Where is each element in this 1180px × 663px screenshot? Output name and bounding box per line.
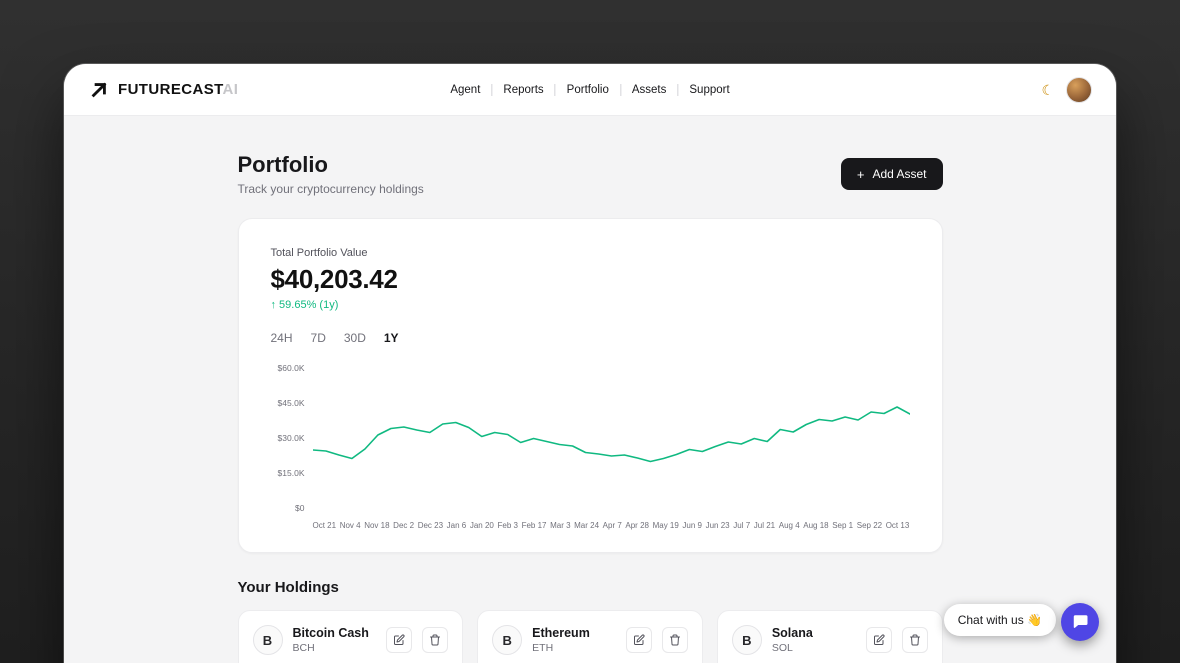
nav-divider <box>554 83 556 96</box>
x-tick-label: Feb 17 <box>521 521 547 530</box>
x-tick-label: Aug 4 <box>778 521 800 530</box>
page-title: Portfolio <box>237 152 328 177</box>
x-tick-label: Dec 23 <box>417 521 444 530</box>
y-tick-label: $30.0K <box>277 433 305 443</box>
edit-holding-button[interactable] <box>386 627 413 653</box>
x-tick-label: May 19 <box>652 521 679 530</box>
coin-icon: B <box>731 625 762 655</box>
x-tick-label: Aug 18 <box>803 521 829 530</box>
x-tick-label: Feb 3 <box>497 521 518 530</box>
portfolio-chart: $60.0K $45.0K $30.0K $15.0K $0 Oct 21 Nov 4 No… <box>271 363 910 530</box>
coin-name: Bitcoin Cash <box>292 626 369 640</box>
range-tab-24h[interactable]: 24H <box>270 331 293 345</box>
add-asset-button[interactable]: + Add Asset <box>840 158 943 190</box>
y-tick-label: $0 <box>295 503 305 513</box>
nav-item-support[interactable]: Support <box>689 83 730 96</box>
x-tick-label: Jan 20 <box>469 521 494 530</box>
x-tick-label: Jul 7 <box>733 521 751 530</box>
coin-icon: B <box>492 625 523 655</box>
x-tick-label: Apr 28 <box>625 521 649 530</box>
coin-symbol: BCH <box>292 642 315 654</box>
chat-with-us-pill[interactable]: Chat with us 👋 <box>943 604 1056 636</box>
chart-x-axis: Oct 21 Nov 4 Nov 18 Dec 2 Dec 23 Jan 6 Jan 20 F… <box>313 521 910 530</box>
range-tab-1y[interactable]: 1Y <box>383 331 399 345</box>
chart-y-axis: $60.0K $45.0K $30.0K $15.0K $0 <box>271 363 313 513</box>
total-portfolio-value: $40,203.42 <box>270 264 398 294</box>
holdings-list: B Bitcoin Cash BCH AI Score: <box>237 610 943 663</box>
holding-card-eth[interactable]: B Ethereum ETH AI Score: <box>477 610 703 663</box>
nav-divider <box>677 83 679 96</box>
coin-symbol: ETH <box>532 642 554 654</box>
chat-bubble-icon <box>1073 615 1088 628</box>
portfolio-value-card: Total Portfolio Value $40,203.42 ↑ 59.65… <box>237 218 943 553</box>
x-tick-label: Nov 4 <box>339 521 361 530</box>
y-tick-label: $60.0K <box>277 363 305 373</box>
edit-holding-button[interactable] <box>625 627 652 653</box>
page-subtitle: Track your cryptocurrency holdings <box>237 182 424 196</box>
nav-divider <box>491 83 493 96</box>
nav-item-agent[interactable]: Agent <box>450 83 481 96</box>
plus-icon: + <box>856 166 865 182</box>
total-portfolio-label: Total Portfolio Value <box>270 247 368 259</box>
x-tick-label: Nov 18 <box>364 521 390 530</box>
y-tick-label: $15.0K <box>277 468 305 478</box>
x-tick-label: Dec 2 <box>393 521 415 530</box>
x-tick-label: Mar 3 <box>550 521 571 530</box>
x-tick-label: Jun 9 <box>682 521 702 530</box>
edit-holding-button[interactable] <box>865 627 892 653</box>
x-tick-label: Oct 13 <box>885 521 910 530</box>
delete-holding-button[interactable] <box>661 627 688 653</box>
header-actions: ☾ <box>1041 76 1092 103</box>
nav-item-reports[interactable]: Reports <box>503 83 544 96</box>
app-header: FUTURECASTAI Agent Reports Portfolio Ass… <box>64 64 1116 116</box>
brand-logo-icon <box>88 79 110 101</box>
app-window: FUTURECASTAI Agent Reports Portfolio Ass… <box>64 64 1116 663</box>
delete-holding-button[interactable] <box>901 627 928 653</box>
brand[interactable]: FUTURECASTAI <box>88 79 238 101</box>
pencil-icon <box>873 634 885 645</box>
holdings-section-title: Your Holdings <box>237 579 339 596</box>
nav-item-assets[interactable]: Assets <box>631 83 667 96</box>
pencil-icon <box>633 634 645 645</box>
x-tick-label: Jan 6 <box>446 521 467 530</box>
chat-fab-button[interactable] <box>1061 603 1099 641</box>
time-range-tabs: 24H 7D 30D 1Y <box>271 331 910 345</box>
x-tick-label: Jul 21 <box>753 521 776 530</box>
x-tick-label: Oct 21 <box>312 521 337 530</box>
trash-icon <box>430 634 441 646</box>
chart-plot-area[interactable] <box>313 363 910 513</box>
coin-name: Solana <box>771 626 813 640</box>
holding-card-bch[interactable]: B Bitcoin Cash BCH AI Score: <box>237 610 464 663</box>
y-tick-label: $45.0K <box>277 398 305 408</box>
main-nav: Agent Reports Portfolio Assets Support <box>439 83 740 96</box>
holding-card-sol[interactable]: B Solana SOL AI Score: <box>716 610 943 663</box>
coin-symbol: SOL <box>771 642 793 654</box>
x-tick-label: Sep 22 <box>856 521 883 530</box>
coin-name: Ethereum <box>532 626 590 640</box>
user-avatar[interactable] <box>1066 76 1092 103</box>
nav-divider <box>619 83 621 96</box>
portfolio-line-series <box>313 407 910 462</box>
x-tick-label: Jun 23 <box>705 521 730 530</box>
range-tab-7d[interactable]: 7D <box>310 331 326 345</box>
x-tick-label: Sep 1 <box>832 521 854 530</box>
x-tick-label: Mar 24 <box>574 521 600 530</box>
pencil-icon <box>394 634 405 645</box>
coin-icon: B <box>252 625 283 655</box>
theme-toggle-moon-icon[interactable]: ☾ <box>1041 81 1054 98</box>
trash-icon <box>909 634 920 646</box>
page-head: Portfolio Track your cryptocurrency hold… <box>238 152 943 196</box>
chart-svg <box>313 363 910 513</box>
brand-name: FUTURECASTAI <box>118 81 239 98</box>
delete-holding-button[interactable] <box>422 627 449 653</box>
main-content: Portfolio Track your cryptocurrency hold… <box>237 116 943 663</box>
range-tab-30d[interactable]: 30D <box>343 331 366 345</box>
trash-icon <box>669 634 680 646</box>
add-asset-label: Add Asset <box>872 167 927 181</box>
portfolio-change-badge: ↑ 59.65% (1y) <box>270 299 339 311</box>
nav-item-portfolio[interactable]: Portfolio <box>566 83 609 96</box>
x-tick-label: Apr 7 <box>602 521 622 530</box>
